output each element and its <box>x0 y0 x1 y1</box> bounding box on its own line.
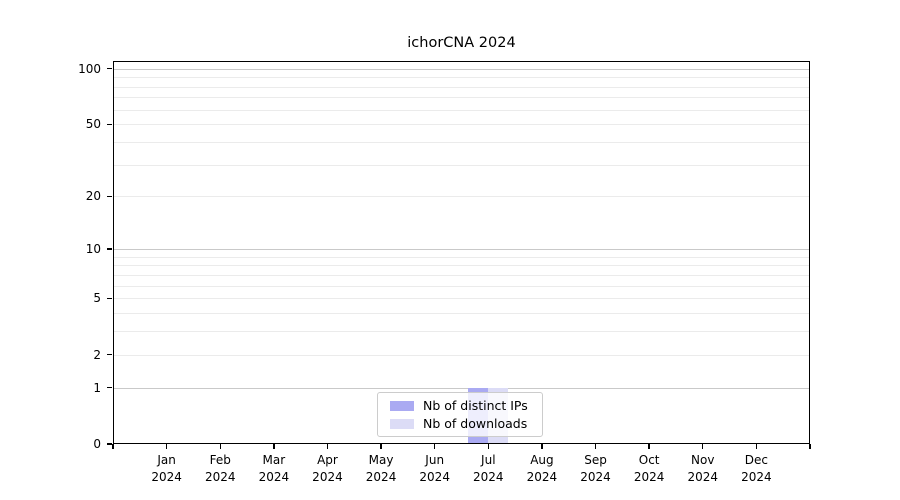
y-tick-mark <box>107 195 112 198</box>
gridline-minor <box>113 285 810 287</box>
x-tick-mark <box>112 444 114 449</box>
y-tick-mark <box>107 297 112 299</box>
y-tick-label: 0 <box>93 437 101 451</box>
gridline-major <box>113 68 810 70</box>
gridline-minor <box>113 141 810 143</box>
legend-swatch-downloads <box>390 418 414 429</box>
gridline-major <box>113 248 810 250</box>
y-tick-mark <box>107 353 112 356</box>
chart-title: ichorCNA 2024 <box>407 35 516 51</box>
legend-item: Nb of distinct IPs <box>390 398 542 413</box>
x-tick-label: Oct 2024 <box>633 453 665 484</box>
gridline-minor <box>113 313 810 315</box>
gridline-minor <box>113 298 810 300</box>
y-tick-label: 1 <box>93 380 101 395</box>
gridline-minor <box>113 86 810 88</box>
gridline-minor <box>113 164 810 166</box>
x-tick-label: Apr 2024 <box>312 453 343 484</box>
x-tick-label: Sep 2024 <box>580 453 611 484</box>
gridline-major <box>113 387 810 389</box>
x-tick-mark <box>380 444 382 449</box>
legend-label: Nb of downloads <box>423 416 528 431</box>
x-tick-label: Nov 2024 <box>687 453 719 484</box>
y-tick-mark <box>107 386 112 389</box>
gridline-minor <box>113 256 810 258</box>
y-tick-mark <box>107 248 112 250</box>
ticks-layer: 0 1 2 5 10 20 50 100 Jan 2024 Feb 2024 Mar 2024 Apr… <box>78 61 811 484</box>
x-tick-mark <box>648 444 650 449</box>
y-tick-label: 20 <box>85 189 101 204</box>
x-tick-mark <box>541 444 543 449</box>
gridline-minor <box>113 274 810 276</box>
y-tick-label: 10 <box>85 241 101 256</box>
gridline-minor <box>113 331 810 333</box>
x-tick-mark <box>809 444 811 449</box>
x-tick-label: Feb 2024 <box>204 453 236 484</box>
legend-item: Nb of downloads <box>390 416 542 431</box>
y-tick-label: 50 <box>85 117 101 132</box>
plot-area: 0 1 2 5 10 20 50 100 Jan 2024 Feb 2024 Mar 2024 Apr… <box>78 61 811 484</box>
gridline-minor <box>113 196 810 198</box>
legend: Nb of distinct IPs Nb of downloads <box>377 392 543 437</box>
y-tick-label: 100 <box>78 61 101 76</box>
gridline-minor <box>113 77 810 79</box>
x-tick-label: Jul 2024 <box>473 453 504 484</box>
y-tick-mark <box>107 67 112 70</box>
x-tick-label: May 2024 <box>365 453 397 484</box>
x-tick-label: Jun 2024 <box>419 453 450 484</box>
y-tick-label: 5 <box>93 291 101 306</box>
legend-swatch-distinct-ips <box>390 400 414 411</box>
x-tick-mark <box>702 444 704 449</box>
x-tick-label: Jan 2024 <box>151 453 182 484</box>
x-tick-label: Mar 2024 <box>258 453 290 484</box>
x-tick-mark <box>594 444 597 449</box>
y-tick-mark <box>107 443 112 445</box>
x-tick-mark <box>487 444 489 449</box>
gridlines-layer <box>113 61 810 444</box>
gridline-minor <box>113 109 810 111</box>
x-tick-mark <box>755 444 758 449</box>
gridline-minor <box>113 97 810 99</box>
y-tick-mark <box>107 123 112 125</box>
x-tick-mark <box>326 444 329 449</box>
x-tick-mark <box>219 444 221 449</box>
x-tick-mark <box>165 444 168 449</box>
gridline-minor <box>113 354 810 356</box>
x-tick-mark <box>433 444 436 449</box>
x-tick-mark <box>273 444 275 449</box>
y-tick-label: 2 <box>93 347 101 362</box>
legend-label: Nb of distinct IPs <box>423 398 528 413</box>
gridline-minor <box>113 124 810 126</box>
gridline-minor <box>113 265 810 267</box>
x-tick-label: Dec 2024 <box>741 453 772 484</box>
x-tick-label: Aug 2024 <box>526 453 558 484</box>
